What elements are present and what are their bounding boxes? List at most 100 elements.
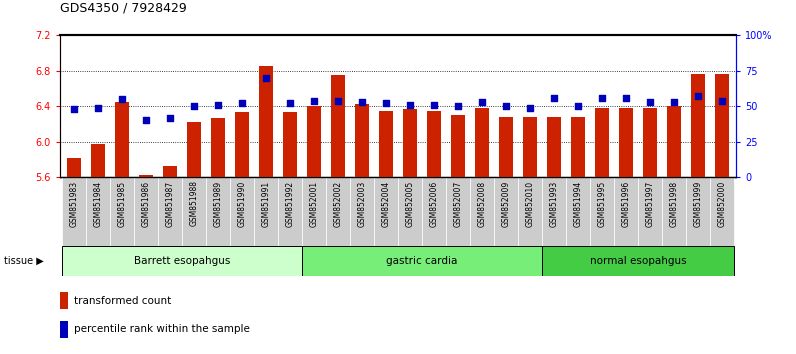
Text: transformed count: transformed count: [73, 296, 171, 306]
Bar: [163, 166, 177, 177]
Bar: [212, 118, 224, 177]
Bar: [691, 74, 704, 177]
Bar: [686, 177, 710, 246]
Bar: [236, 113, 248, 177]
Bar: [60, 292, 68, 309]
Point: [212, 102, 224, 108]
Point: [332, 98, 345, 103]
Bar: [590, 177, 614, 246]
Point: [716, 98, 728, 103]
Text: GSM851997: GSM851997: [646, 181, 654, 227]
Bar: [542, 246, 734, 276]
Bar: [427, 110, 441, 177]
Point: [140, 118, 153, 123]
Point: [451, 103, 464, 109]
Bar: [115, 102, 129, 177]
Text: GSM851989: GSM851989: [213, 181, 223, 227]
Point: [188, 103, 201, 109]
Point: [572, 103, 584, 109]
Text: GSM851992: GSM851992: [286, 181, 295, 227]
Point: [475, 99, 488, 105]
Bar: [302, 246, 542, 276]
Point: [524, 105, 537, 110]
Bar: [380, 110, 392, 177]
Bar: [283, 113, 297, 177]
Bar: [254, 177, 278, 246]
Bar: [92, 144, 105, 177]
Point: [427, 102, 440, 108]
Bar: [230, 177, 254, 246]
Point: [692, 93, 704, 99]
Bar: [158, 177, 182, 246]
Point: [643, 99, 656, 105]
Text: GSM852000: GSM852000: [717, 181, 727, 227]
Bar: [548, 117, 560, 177]
Bar: [68, 158, 80, 177]
Bar: [542, 177, 566, 246]
Point: [236, 101, 248, 106]
Bar: [572, 117, 584, 177]
Bar: [499, 117, 513, 177]
Bar: [614, 177, 638, 246]
Bar: [518, 177, 542, 246]
Bar: [470, 177, 494, 246]
Text: GSM852003: GSM852003: [357, 181, 366, 227]
Bar: [451, 115, 465, 177]
Bar: [710, 177, 734, 246]
Bar: [302, 177, 326, 246]
Text: GSM852007: GSM852007: [454, 181, 462, 227]
Point: [548, 95, 560, 101]
Bar: [350, 177, 374, 246]
Bar: [595, 108, 608, 177]
Point: [380, 101, 392, 106]
Point: [68, 106, 80, 112]
Bar: [62, 246, 302, 276]
Text: GSM851993: GSM851993: [549, 181, 559, 227]
Point: [619, 95, 632, 101]
Bar: [566, 177, 590, 246]
Point: [668, 99, 681, 105]
Bar: [134, 177, 158, 246]
Text: GSM851988: GSM851988: [189, 181, 198, 227]
Point: [164, 115, 177, 120]
Text: GSM852006: GSM852006: [430, 181, 439, 227]
Text: GSM851996: GSM851996: [622, 181, 630, 227]
Bar: [86, 177, 110, 246]
Text: GSM851998: GSM851998: [669, 181, 678, 227]
Text: GSM852005: GSM852005: [405, 181, 415, 227]
Bar: [355, 104, 369, 177]
Point: [404, 102, 416, 108]
Bar: [475, 108, 489, 177]
Text: GSM851990: GSM851990: [237, 181, 247, 227]
Bar: [523, 117, 537, 177]
Text: GSM851984: GSM851984: [94, 181, 103, 227]
Text: GSM852004: GSM852004: [381, 181, 391, 227]
Bar: [278, 177, 302, 246]
Bar: [404, 109, 416, 177]
Text: GSM851994: GSM851994: [573, 181, 583, 227]
Bar: [259, 67, 273, 177]
Bar: [326, 177, 350, 246]
Bar: [139, 175, 153, 177]
Text: GSM852009: GSM852009: [501, 181, 510, 227]
Bar: [206, 177, 230, 246]
Bar: [182, 177, 206, 246]
Point: [283, 101, 296, 106]
Text: GSM852002: GSM852002: [334, 181, 342, 227]
Point: [595, 95, 608, 101]
Text: percentile rank within the sample: percentile rank within the sample: [73, 324, 249, 334]
Text: GSM851987: GSM851987: [166, 181, 174, 227]
Bar: [662, 177, 686, 246]
Bar: [398, 177, 422, 246]
Text: normal esopahgus: normal esopahgus: [590, 256, 686, 266]
Bar: [716, 74, 728, 177]
Bar: [619, 108, 633, 177]
Text: GSM851999: GSM851999: [693, 181, 702, 227]
Text: GSM852008: GSM852008: [478, 181, 486, 227]
Text: GSM851991: GSM851991: [262, 181, 271, 227]
Bar: [331, 75, 345, 177]
Point: [259, 75, 272, 81]
Bar: [374, 177, 398, 246]
Bar: [110, 177, 134, 246]
Text: GDS4350 / 7928429: GDS4350 / 7928429: [60, 1, 186, 14]
